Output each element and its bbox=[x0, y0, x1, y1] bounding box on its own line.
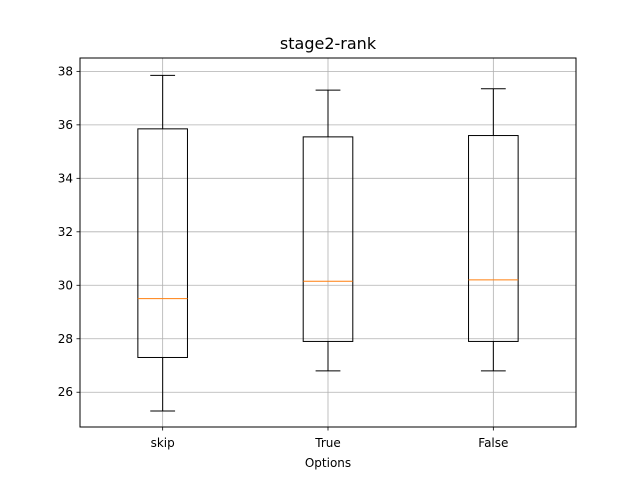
x-tick-label: False bbox=[478, 436, 508, 450]
y-tick-label: 30 bbox=[58, 278, 73, 292]
boxes bbox=[137, 74, 519, 412]
box-true bbox=[302, 89, 354, 372]
axes: 26 28 30 32 34 36 38 skip True False bbox=[58, 64, 509, 450]
y-tick-label: 38 bbox=[58, 64, 73, 78]
box-body bbox=[137, 128, 188, 358]
x-tick-label: True bbox=[314, 436, 341, 450]
box-body bbox=[468, 135, 519, 342]
y-tick-label: 26 bbox=[58, 385, 73, 399]
y-tick-label: 36 bbox=[58, 118, 73, 132]
y-tick-label: 28 bbox=[58, 332, 73, 346]
x-tick-label: skip bbox=[151, 436, 175, 450]
y-tick-label: 34 bbox=[58, 171, 73, 185]
y-tick-label: 32 bbox=[58, 225, 73, 239]
x-axis-label: Options bbox=[305, 456, 351, 470]
box-false bbox=[468, 88, 519, 372]
box-skip bbox=[137, 74, 188, 412]
chart-title: stage2-rank bbox=[280, 34, 377, 53]
box-body bbox=[302, 136, 354, 342]
